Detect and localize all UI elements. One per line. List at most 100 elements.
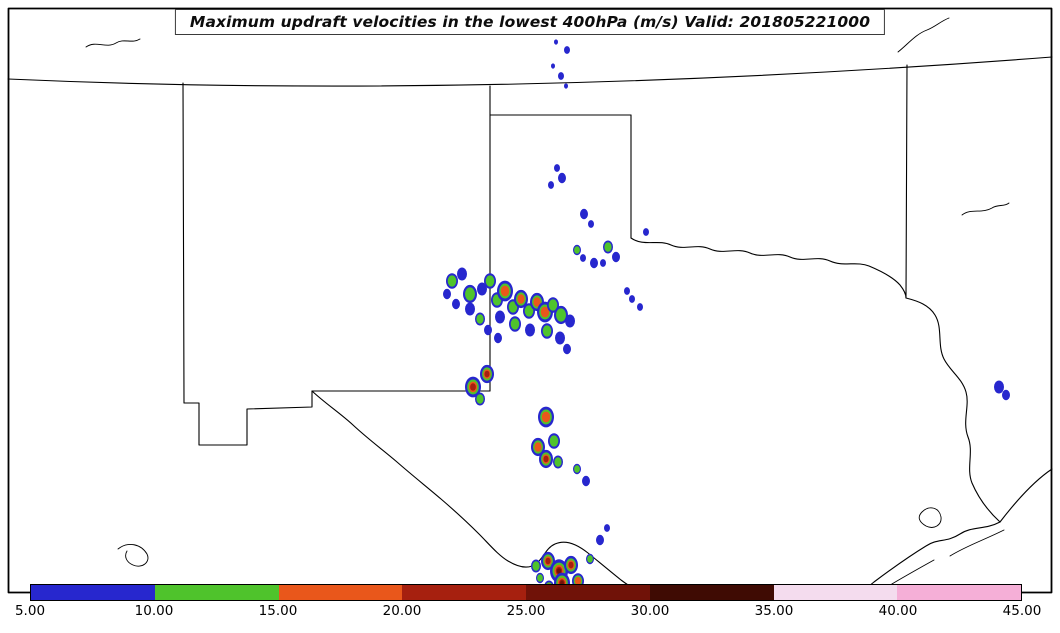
colorbar-segment [526, 585, 650, 600]
storm-cell-band-level-3 [533, 297, 541, 307]
colorbar-segment [773, 585, 898, 600]
storm-cell-band-level-1 [590, 257, 598, 269]
river-squiggle-colorado [85, 38, 141, 48]
storm-cell-band-level-2 [554, 457, 562, 467]
state-border-tx-east [905, 297, 1001, 523]
coastline-gulf [860, 468, 1053, 593]
storm-cell-band-level-1 [555, 331, 565, 345]
plot-frame-border [7, 7, 1053, 594]
storm-cell-band-level-1 [554, 39, 558, 45]
storm-cell-band-level-4 [484, 370, 490, 378]
storm-cell-band-level-2 [556, 308, 566, 322]
storm-cell-band-level-3 [500, 285, 510, 297]
storm-cell-band-level-2 [604, 242, 612, 252]
river-squiggle-northeast [897, 17, 950, 53]
state-border-nm-west [182, 82, 185, 404]
state-border-ok-east [905, 64, 908, 299]
storm-cell-band-level-1 [596, 534, 604, 546]
storm-cell-band-level-2 [508, 301, 518, 313]
storm-cell-band-level-2 [537, 574, 543, 582]
colorbar-segment [31, 585, 155, 600]
storm-cell-band-level-1 [604, 524, 610, 532]
storm-cell-band-level-1 [477, 282, 487, 296]
storm-cell-band-level-1 [525, 323, 535, 337]
bay-outline-galveston [918, 507, 942, 528]
storm-cell-band-level-2 [548, 299, 558, 311]
storm-cell-band-level-1 [637, 303, 643, 311]
storm-cell-band-level-1 [600, 259, 606, 267]
storm-cell-band-level-1 [558, 72, 564, 80]
storm-cell-band-level-1 [465, 302, 475, 316]
storm-cell-band-level-2 [574, 465, 580, 473]
storm-cell-band-level-2 [476, 394, 484, 404]
storm-cell-band-level-1 [554, 164, 560, 172]
colorbar-segment [897, 585, 1021, 600]
storm-cell-band-level-1 [588, 220, 594, 228]
storm-cell-band-level-2 [574, 246, 580, 254]
colorbar-tick-label: 10.00 [134, 603, 174, 619]
storm-cell-band-level-1 [565, 314, 575, 328]
storm-cell-band-level-3 [574, 576, 582, 586]
colorbar-tick-label: 5.00 [14, 603, 46, 619]
storm-cell-band-level-2 [465, 287, 475, 301]
storm-cell-band-level-2 [524, 305, 534, 317]
river-border-red-river [630, 237, 907, 299]
storm-cell-band-level-2 [549, 435, 559, 447]
river-rio-grande [311, 390, 642, 593]
storm-cell-band-level-2 [542, 325, 552, 337]
storm-cell-band-level-4 [568, 561, 574, 569]
storm-cell-band-level-1 [484, 324, 492, 336]
storm-cell-band-level-1 [629, 295, 635, 303]
storm-cell-band-level-1 [563, 343, 571, 355]
plot-title: Maximum updraft velocities in the lowest… [174, 9, 886, 35]
storm-cell-band-level-3 [540, 306, 550, 318]
colorbar-tick-label: 30.00 [630, 603, 670, 619]
storm-cell-band-level-1 [443, 288, 451, 300]
storm-cell-band-level-2 [476, 314, 484, 324]
storm-cell-band-level-1 [452, 298, 460, 310]
storm-cell-band-level-1 [1002, 389, 1010, 401]
storm-cell-band-level-3 [517, 294, 525, 304]
storm-cell-band-level-1 [564, 83, 568, 89]
storm-cell-band-level-4 [470, 383, 476, 391]
storm-cell-band-level-2 [485, 275, 495, 287]
river-squiggle-mexico [117, 543, 149, 567]
colorbar-tick-label: 25.00 [506, 603, 546, 619]
storm-cell-band-level-1 [495, 310, 505, 324]
state-border-nm-south-bootheel [183, 390, 313, 446]
colorbar [30, 584, 1022, 601]
colorbar-segment [649, 585, 774, 600]
storm-cell-band-level-2 [447, 275, 457, 287]
storm-cell-band-level-1 [548, 181, 554, 189]
storm-cell-band-level-4 [543, 455, 549, 463]
storm-cell-band-level-5 [556, 568, 562, 574]
colorbar-tick-label: 20.00 [382, 603, 422, 619]
storm-cell-band-level-1 [643, 228, 649, 236]
colorbar-tick-label: 35.00 [754, 603, 794, 619]
storm-cell-band-level-2 [532, 561, 540, 571]
river-squiggle-arkansas [961, 202, 1010, 216]
storm-cell-band-level-1 [494, 332, 502, 344]
storm-cells [443, 16, 1010, 594]
storm-cell-band-level-1 [457, 267, 467, 281]
colorbar-segment [402, 585, 526, 600]
colorbar-tick-label: 45.00 [1002, 603, 1042, 619]
storm-cell-band-level-3 [541, 411, 551, 423]
storm-cell-band-level-1 [580, 254, 586, 262]
storm-cell-band-level-1 [580, 208, 588, 220]
barrier-island-upper [949, 529, 1005, 557]
colorbar-tick-label: 40.00 [878, 603, 918, 619]
state-border-north-37n [7, 56, 1053, 87]
storm-cell-band-level-2 [587, 555, 593, 563]
colorbar-segment [278, 585, 403, 600]
storm-cell-band-level-1 [564, 46, 570, 54]
storm-cell-band-level-1 [612, 251, 620, 263]
storm-cell-band-level-1 [624, 287, 630, 295]
storm-cell-band-level-1 [551, 63, 555, 69]
colorbar-ticks: 5.00 10.00 15.00 20.00 25.00 30.00 35.00 40.00 4… [15, 603, 1041, 623]
storm-cell-band-level-4 [545, 557, 551, 565]
storm-cell-band-level-1 [558, 172, 566, 184]
state-borders [7, 17, 1053, 593]
